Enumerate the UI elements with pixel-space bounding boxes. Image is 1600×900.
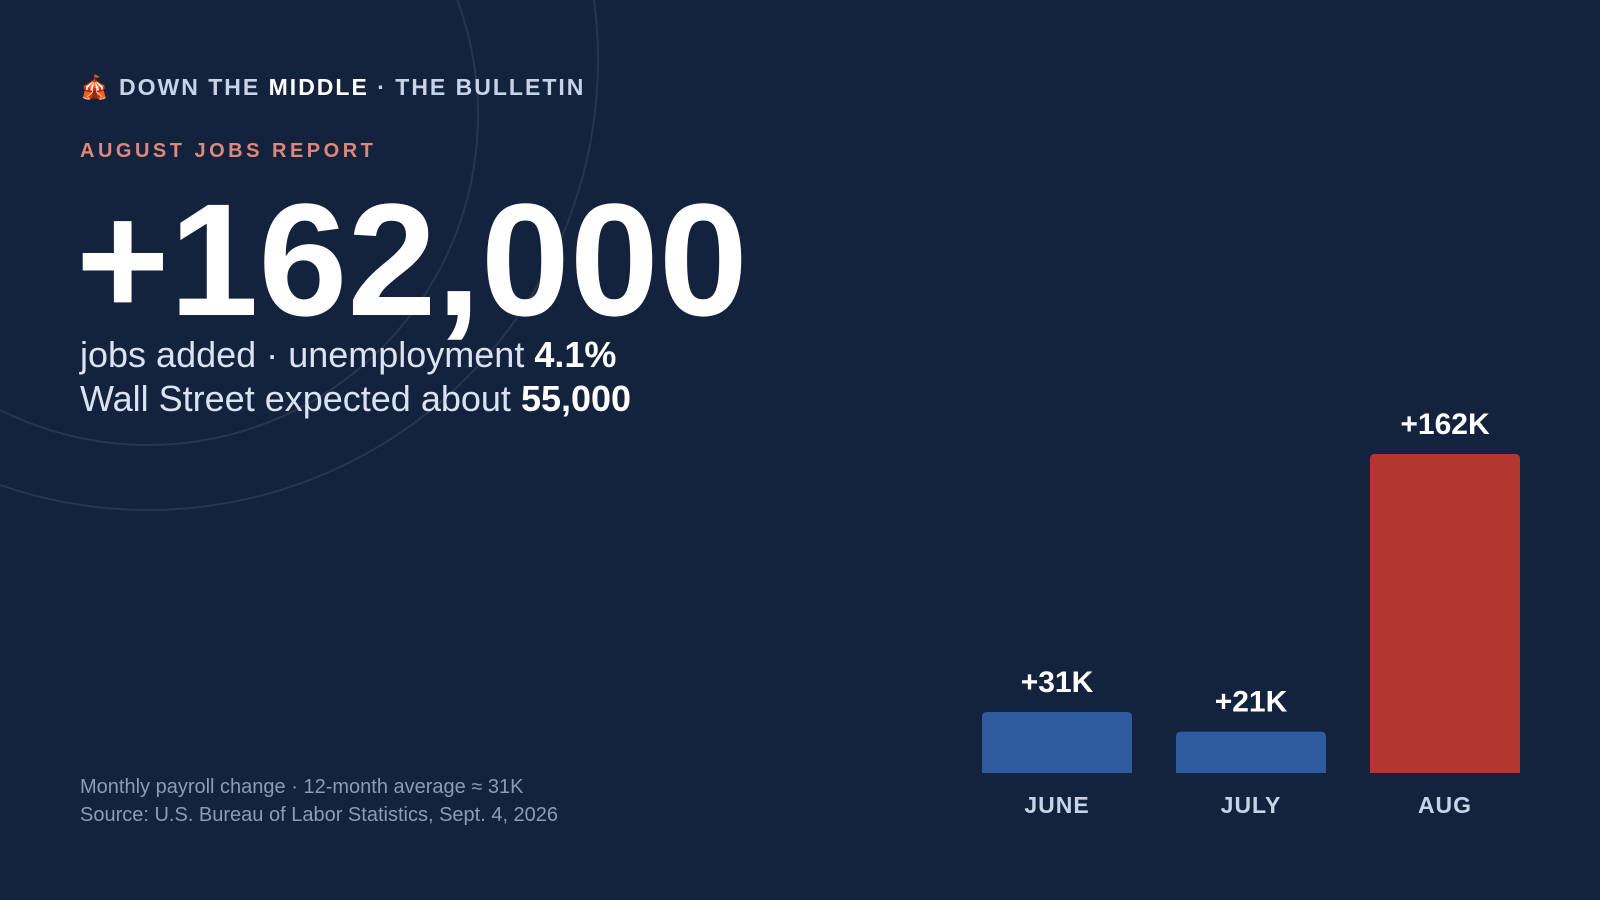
- subline: Wall Street expected about 55,000: [80, 378, 631, 420]
- value-label: +21K: [1215, 686, 1288, 719]
- category-label: AUG: [1418, 792, 1472, 818]
- brand-name-bold: MIDDLE: [268, 74, 369, 100]
- bar: [982, 711, 1132, 773]
- kicker: AUGUST JOBS REPORT: [80, 140, 377, 162]
- separator: ·: [266, 334, 279, 375]
- subline: jobs added · unemployment 4.1%: [80, 334, 616, 376]
- footer-source: Source: U.S. Bureau of Labor Statistics,…: [80, 804, 559, 826]
- category-label: JULY: [1221, 792, 1282, 818]
- subline-value: 4.1%: [534, 334, 617, 375]
- value-label: +31K: [1021, 666, 1094, 699]
- subline-label: unemployment: [288, 334, 525, 375]
- subline-text: jobs added: [80, 334, 257, 375]
- subline-value: 55,000: [520, 378, 632, 419]
- subline-text: Wall Street expected about: [80, 378, 511, 419]
- brand: 🎪 DOWN THE MIDDLE · THE BULLETIN: [80, 74, 585, 101]
- brand-icon: 🎪: [80, 74, 111, 100]
- bar: [1176, 731, 1326, 773]
- value-label: +162K: [1400, 408, 1490, 441]
- brand-separator: ·: [377, 74, 387, 100]
- brand-section: THE BULLETIN: [395, 74, 586, 100]
- bar: [1370, 454, 1520, 773]
- category-label: JUNE: [1024, 792, 1089, 818]
- decor-ring: [0, 0, 599, 511]
- brand-name: DOWN THE: [119, 74, 261, 100]
- headline: +162,000: [76, 170, 748, 349]
- decor-ring: [0, 0, 479, 446]
- footer-note: Monthly payroll change · 12-month averag…: [80, 776, 524, 798]
